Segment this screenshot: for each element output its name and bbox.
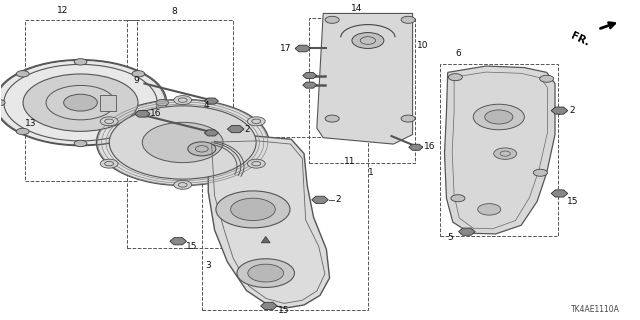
Text: 16: 16 <box>150 109 162 118</box>
Bar <box>25 20 137 181</box>
Bar <box>202 137 368 310</box>
Text: 15: 15 <box>567 197 579 206</box>
Text: 11: 11 <box>344 157 356 166</box>
Polygon shape <box>551 107 568 114</box>
Circle shape <box>63 94 97 111</box>
Polygon shape <box>303 82 317 88</box>
Polygon shape <box>204 130 218 136</box>
Circle shape <box>173 180 191 189</box>
Circle shape <box>23 74 138 131</box>
Circle shape <box>237 259 294 287</box>
Circle shape <box>484 110 513 124</box>
Text: 5: 5 <box>448 233 454 242</box>
Text: 15: 15 <box>186 242 197 251</box>
Circle shape <box>352 33 384 49</box>
Circle shape <box>449 74 463 81</box>
Circle shape <box>132 71 145 77</box>
Circle shape <box>533 169 547 176</box>
Circle shape <box>17 71 29 77</box>
Polygon shape <box>317 13 413 144</box>
Polygon shape <box>260 302 277 309</box>
Polygon shape <box>312 196 328 204</box>
Bar <box>100 95 116 111</box>
Circle shape <box>401 115 415 122</box>
Circle shape <box>477 204 500 215</box>
Text: 17: 17 <box>280 44 291 53</box>
Polygon shape <box>295 45 310 52</box>
Text: 1: 1 <box>368 168 374 177</box>
Circle shape <box>0 60 166 145</box>
Text: 15: 15 <box>278 306 289 315</box>
Circle shape <box>74 59 87 65</box>
Polygon shape <box>409 144 423 150</box>
Circle shape <box>173 96 191 105</box>
Text: 2: 2 <box>569 106 575 115</box>
Text: 9: 9 <box>134 76 140 85</box>
Text: 2: 2 <box>335 195 341 204</box>
Polygon shape <box>459 228 475 235</box>
Polygon shape <box>135 110 150 117</box>
Circle shape <box>188 142 216 156</box>
Text: 14: 14 <box>351 4 362 13</box>
Polygon shape <box>445 66 555 234</box>
Polygon shape <box>208 136 330 308</box>
Circle shape <box>132 128 145 135</box>
Text: FR.: FR. <box>570 31 591 48</box>
Bar <box>440 64 558 236</box>
Circle shape <box>17 128 29 135</box>
Polygon shape <box>261 236 270 243</box>
Circle shape <box>0 100 5 106</box>
Circle shape <box>74 140 87 147</box>
Circle shape <box>142 122 223 163</box>
Circle shape <box>325 115 339 122</box>
Circle shape <box>493 148 516 159</box>
Circle shape <box>109 106 256 179</box>
Circle shape <box>451 195 465 202</box>
Circle shape <box>540 75 554 82</box>
Circle shape <box>216 191 290 228</box>
Text: 13: 13 <box>25 119 36 128</box>
Text: 3: 3 <box>205 261 211 270</box>
Polygon shape <box>227 125 244 133</box>
Circle shape <box>156 100 169 106</box>
Circle shape <box>248 264 284 282</box>
Circle shape <box>247 159 265 168</box>
Circle shape <box>401 16 415 23</box>
Text: 4: 4 <box>204 101 209 110</box>
Circle shape <box>100 159 118 168</box>
Polygon shape <box>551 190 568 197</box>
Circle shape <box>325 16 339 23</box>
Circle shape <box>473 104 524 130</box>
Bar <box>309 18 415 163</box>
Polygon shape <box>170 238 186 245</box>
Circle shape <box>97 100 269 186</box>
Circle shape <box>247 117 265 126</box>
Text: TK4AE1110A: TK4AE1110A <box>572 305 620 314</box>
Text: 2: 2 <box>244 124 250 133</box>
Text: 16: 16 <box>424 142 435 151</box>
Text: 10: 10 <box>417 41 429 50</box>
Circle shape <box>230 198 275 220</box>
Bar <box>127 20 232 248</box>
Text: 6: 6 <box>456 49 461 58</box>
Text: 8: 8 <box>172 7 177 16</box>
Text: 12: 12 <box>57 6 68 15</box>
Circle shape <box>100 117 118 126</box>
Polygon shape <box>204 98 218 104</box>
Polygon shape <box>303 73 317 79</box>
